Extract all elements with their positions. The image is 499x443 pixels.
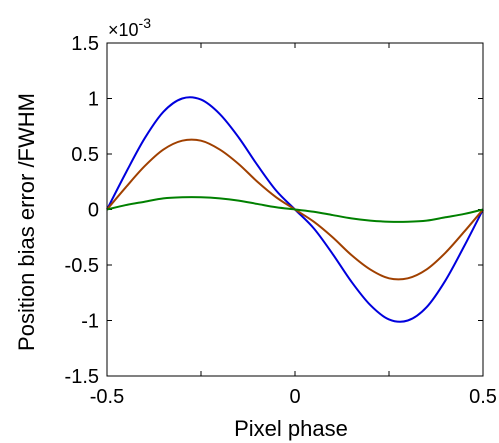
y-multiplier: ×10-3 <box>108 15 151 40</box>
y-multiplier-base: ×10 <box>108 20 139 40</box>
y-tick-labels: 1.5 1 0.5 0 -0.5 -1 -1.5 <box>65 33 99 388</box>
series-lines <box>106 96 484 323</box>
series-line-3 <box>106 196 484 223</box>
x-axis-label: Pixel phase <box>234 416 348 441</box>
y-tick-label: -0.5 <box>65 255 99 277</box>
y-tick-label: -1 <box>81 311 99 333</box>
y-tick-label: 1 <box>88 89 99 111</box>
x-tick-label: 0 <box>289 386 300 408</box>
y-tick-label: 0 <box>88 200 99 222</box>
x-tick-label: 0.5 <box>469 386 497 408</box>
plot-area-frame <box>106 42 484 377</box>
y-axis-label: Position bias error /FWHM <box>14 93 39 351</box>
y-multiplier-exponent: -3 <box>139 15 152 31</box>
y-tick-label: 0.5 <box>71 144 99 166</box>
x-tick-labels: -0.5 0 0.5 <box>90 386 497 408</box>
y-tick-label: -1.5 <box>65 366 99 388</box>
x-tick-label: -0.5 <box>90 386 124 408</box>
y-tick-label: 1.5 <box>71 33 99 55</box>
